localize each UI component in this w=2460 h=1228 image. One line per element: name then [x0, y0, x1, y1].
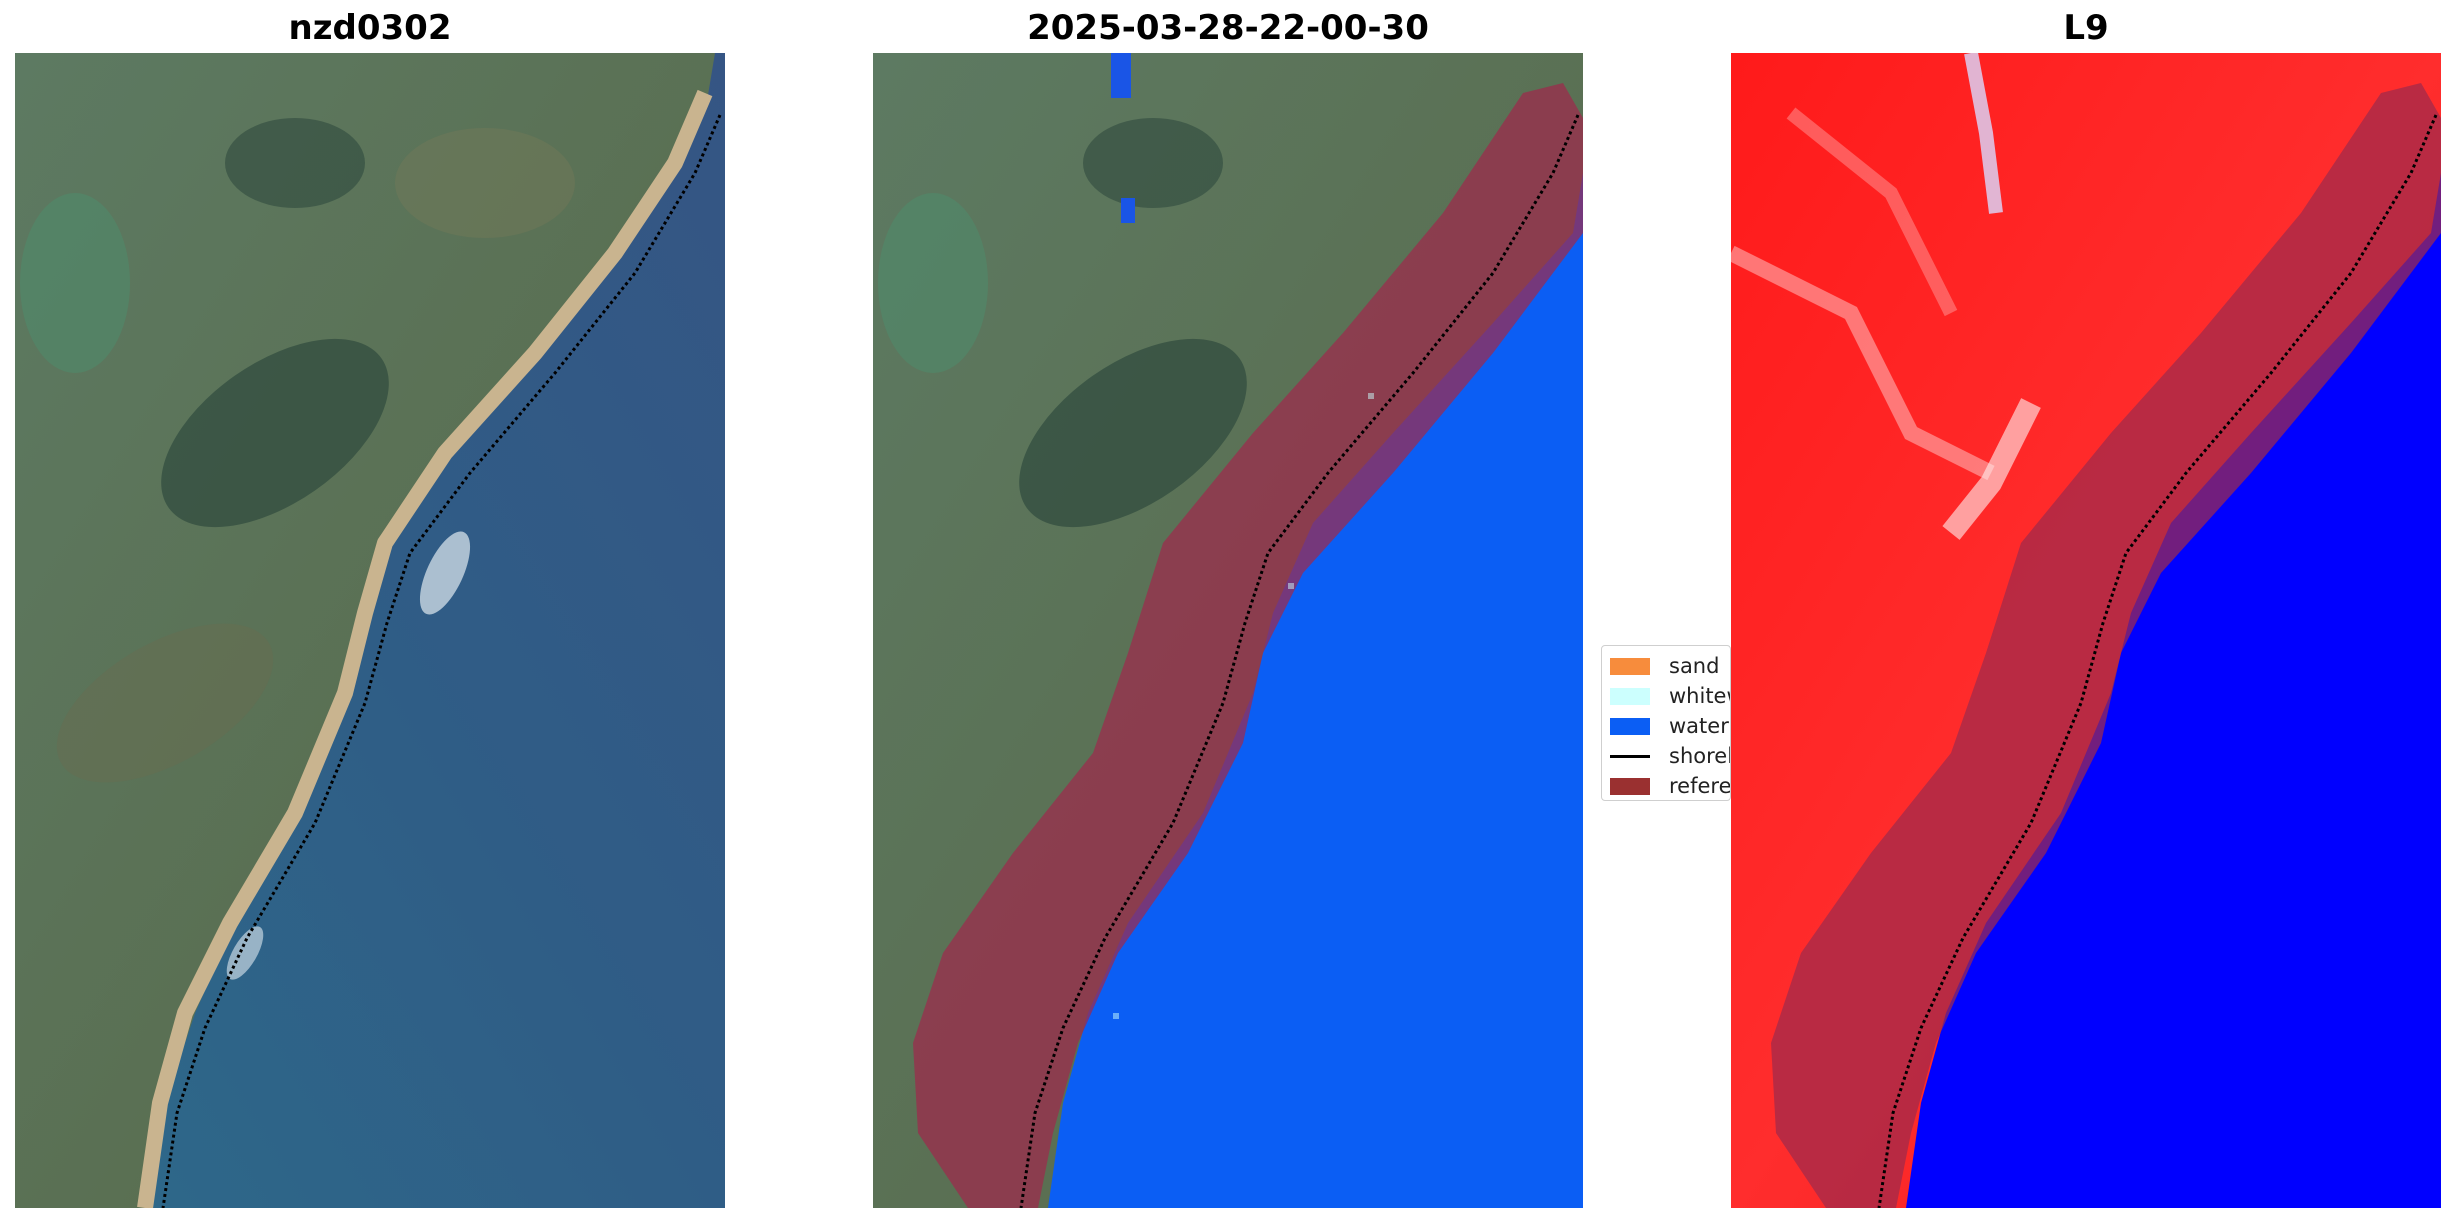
forest-patch — [1019, 338, 1247, 528]
pasture-patch — [878, 193, 988, 373]
classified-water-region — [1048, 173, 1583, 1208]
panel-title-rgb: nzd0302 — [288, 8, 452, 48]
terrain-streak — [1942, 398, 2041, 540]
hill-shading — [395, 128, 575, 238]
pasture-patch — [20, 193, 130, 373]
panel-title-classification: 2025-03-28-22-00-30 — [1027, 8, 1429, 48]
classified-water-pond — [1111, 53, 1131, 98]
stream-streak — [1964, 53, 2003, 214]
legend-label-sand: sand — [1669, 654, 1720, 678]
reference-buffer-zone — [913, 83, 1583, 1208]
reference-patch-icon — [1610, 777, 1650, 795]
terrain-streak — [1731, 245, 1995, 481]
shoreline-trace — [1019, 114, 1580, 1208]
shoreline-trace — [161, 114, 722, 1208]
legend-item-water: water — [1610, 711, 1729, 741]
forest-patch — [225, 118, 365, 208]
shoreline-line-icon — [1610, 754, 1650, 758]
legend-label-reference: referen — [1669, 774, 1731, 798]
forest-patch — [161, 338, 389, 528]
legend-item-shoreline: shorel — [1610, 741, 1731, 771]
hill-shading — [56, 623, 274, 783]
forest-patch — [1083, 118, 1223, 208]
whitewater-speck — [1368, 393, 1374, 399]
whitewater-speck — [1288, 583, 1294, 589]
rgb-image-panel — [15, 53, 725, 1208]
sand-patch-icon — [1610, 657, 1650, 675]
rgb-satellite-image — [15, 53, 725, 1208]
water-index-region — [1906, 173, 2441, 1208]
whitewater-patch — [226, 926, 264, 980]
classification-panel — [873, 53, 1583, 1208]
whitewater-speck — [1113, 1013, 1119, 1019]
classified-water-pond — [1121, 198, 1135, 223]
water-patch-icon — [1610, 717, 1650, 735]
whitewater-patch-icon — [1610, 687, 1650, 705]
legend-item-reference: referen — [1610, 771, 1731, 800]
classification-image — [873, 53, 1583, 1208]
reference-buffer-zone — [1771, 83, 2441, 1208]
legend-item-sand: sand — [1610, 651, 1719, 681]
index-image — [1731, 53, 2441, 1208]
index-panel — [1731, 53, 2441, 1208]
whitewater-patch — [419, 531, 471, 615]
terrain-streak — [1786, 107, 1958, 317]
panel-title-index: L9 — [2063, 8, 2109, 48]
legend-label-shoreline: shorel — [1669, 744, 1731, 768]
shoreline-trace — [1877, 114, 2438, 1208]
legend-label-water: water — [1669, 714, 1729, 738]
beach-strip — [137, 89, 713, 1208]
